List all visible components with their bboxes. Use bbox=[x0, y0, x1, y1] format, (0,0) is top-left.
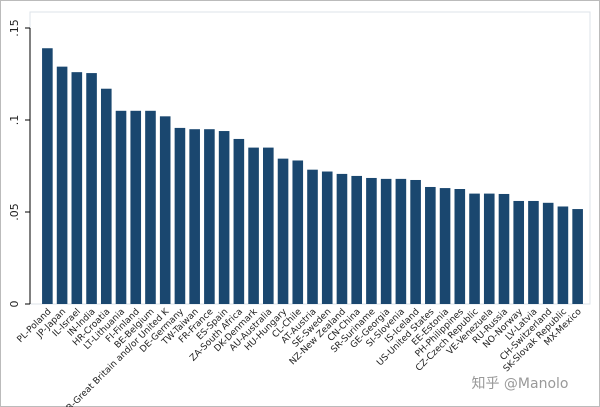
bar bbox=[366, 177, 377, 304]
bar bbox=[145, 110, 156, 304]
bar bbox=[439, 188, 451, 304]
bar bbox=[351, 175, 362, 304]
y-tick-label: .15 bbox=[8, 19, 21, 37]
watermark: 知乎 @Manolo bbox=[471, 375, 568, 392]
bar bbox=[263, 147, 274, 304]
bar bbox=[321, 171, 333, 304]
bar bbox=[248, 147, 259, 304]
bar bbox=[233, 138, 245, 304]
bar bbox=[572, 209, 583, 304]
bar bbox=[71, 72, 83, 304]
bar bbox=[42, 48, 53, 304]
bar bbox=[174, 127, 186, 304]
bar bbox=[425, 186, 436, 304]
bar bbox=[100, 88, 112, 304]
bar bbox=[410, 179, 421, 304]
bar bbox=[292, 160, 304, 304]
bar bbox=[513, 200, 525, 304]
bar bbox=[204, 129, 215, 304]
bar bbox=[395, 178, 407, 304]
bar bbox=[498, 193, 510, 304]
bar bbox=[380, 178, 392, 304]
bar bbox=[277, 158, 289, 304]
bar bbox=[454, 189, 466, 304]
bar bbox=[307, 169, 318, 304]
bar bbox=[469, 193, 480, 304]
bar bbox=[130, 110, 142, 304]
bar bbox=[115, 110, 127, 304]
bar bbox=[218, 131, 230, 304]
bar bbox=[557, 206, 569, 304]
bar bbox=[159, 116, 171, 304]
bar bbox=[336, 173, 348, 304]
bar bbox=[86, 73, 97, 304]
bar bbox=[528, 200, 539, 304]
bar bbox=[542, 202, 554, 304]
bar bbox=[56, 66, 68, 304]
bar bbox=[189, 129, 200, 304]
bar bbox=[483, 193, 495, 304]
y-tick-label: .05 bbox=[8, 203, 21, 221]
y-tick-label: .1 bbox=[8, 115, 21, 126]
y-tick-label: 0 bbox=[8, 301, 21, 308]
